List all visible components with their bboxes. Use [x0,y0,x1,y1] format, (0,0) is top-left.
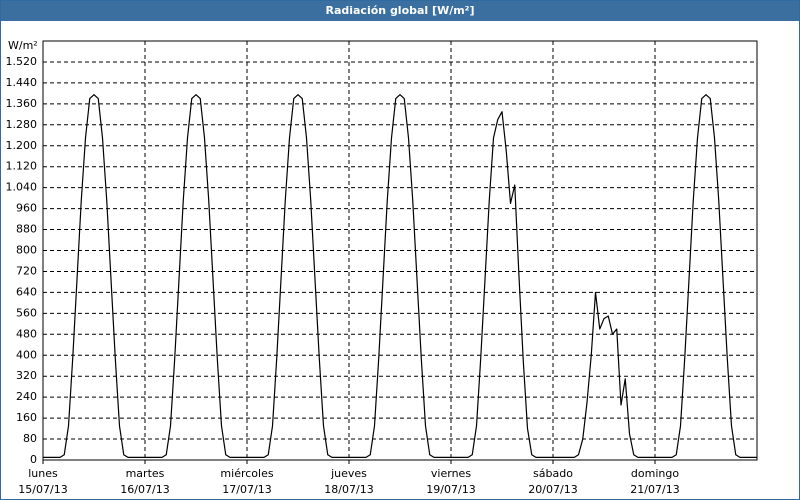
x-tick-weekday: jueves [330,467,367,480]
x-tick-label: 20/07/13 [528,483,577,496]
x-tick-label: 18/07/13 [324,483,373,496]
y-tick-label: 960 [16,202,37,215]
x-tick-weekday: domingo [631,467,679,480]
y-tick-label: 1.120 [6,160,38,173]
y-tick-label: 1.200 [6,139,38,152]
y-tick-label: 320 [16,369,37,382]
y-tick-label: 160 [16,411,37,424]
x-tick-weekday: viernes [431,467,471,480]
x-tick-weekday: miércoles [220,467,273,480]
x-tick-weekday: martes [126,467,165,480]
y-tick-label: 880 [16,223,37,236]
x-tick-label: 15/07/13 [18,483,67,496]
x-tick-weekday: sábado [533,467,573,480]
y-unit: W/m² [8,39,38,52]
y-tick-label: 1.040 [6,181,38,194]
chart-title: Radiación global [W/m²] [1,1,799,21]
y-tick-label: 1.440 [6,76,38,89]
y-tick-label: 240 [16,390,37,403]
x-tick-label: 21/07/13 [630,483,679,496]
x-tick-label: 16/07/13 [120,483,169,496]
y-tick-label: 0 [30,453,37,466]
x-tick-label: 17/07/13 [222,483,271,496]
x-tick-weekday: lunes [28,467,58,480]
x-tick-label: 19/07/13 [426,483,475,496]
y-tick-label: 1.360 [6,97,38,110]
y-tick-label: 400 [16,348,37,361]
y-tick-label: 480 [16,327,37,340]
y-tick-label: 80 [23,432,37,445]
y-tick-label: 720 [16,264,37,277]
y-tick-label: 1.520 [6,55,38,68]
line [43,94,757,458]
plot-area [42,40,758,461]
y-tick-label: 640 [16,285,37,298]
y-tick-label: 560 [16,306,37,319]
y-tick-label: 800 [16,244,37,257]
y-tick-label: 1.280 [6,118,38,131]
